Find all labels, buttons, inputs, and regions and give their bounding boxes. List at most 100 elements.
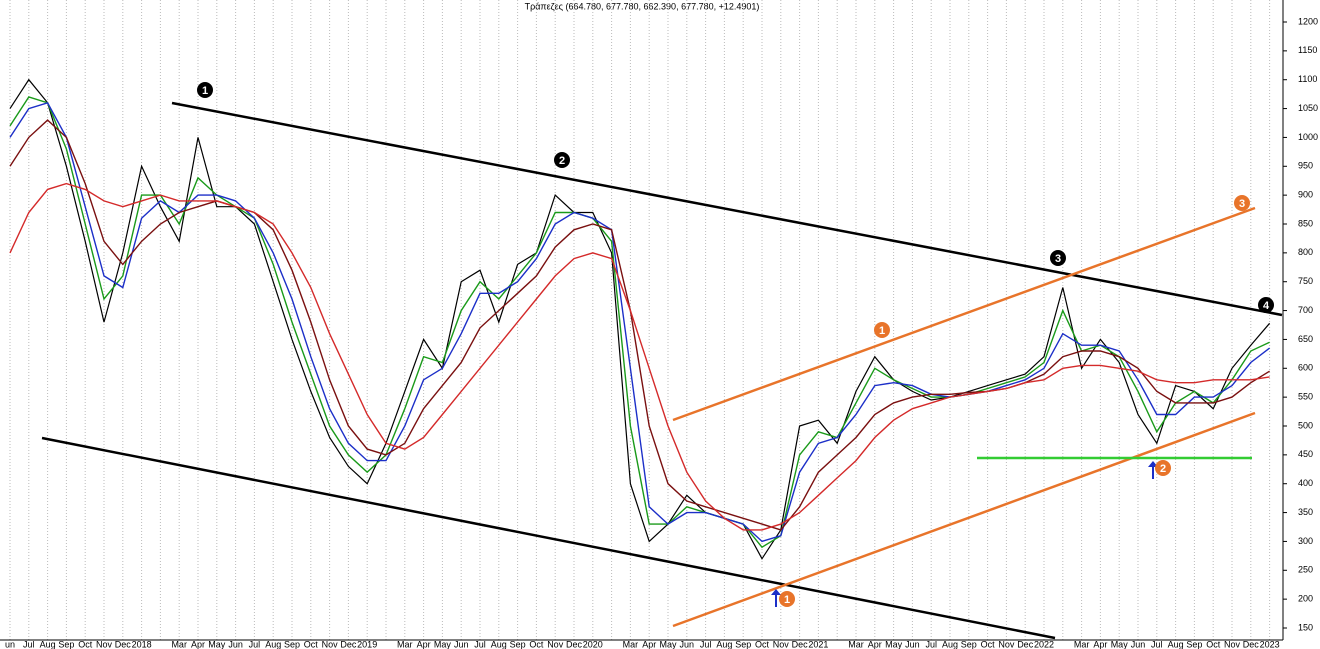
x-tick-label: Aug bbox=[1168, 639, 1184, 649]
x-tick-label: Apr bbox=[191, 639, 205, 649]
y-tick-label: 400 bbox=[1298, 478, 1313, 488]
trendline bbox=[41, 436, 1056, 640]
x-tick-label: Jun bbox=[905, 639, 920, 649]
x-tick-label: 2018 bbox=[132, 639, 152, 649]
annotation-marker bbox=[197, 82, 213, 98]
annotation-label: 3 bbox=[1055, 253, 1061, 265]
x-tick-label: Dec bbox=[1243, 639, 1260, 649]
x-tick-label: Sep bbox=[284, 639, 300, 649]
annotation-marker bbox=[1050, 250, 1066, 266]
x-tick-label: Aug bbox=[942, 639, 958, 649]
y-tick-label: 1000 bbox=[1298, 132, 1318, 142]
x-tick-label: Jul bbox=[700, 639, 712, 649]
chart-title: Τράπεζες (664.780, 677.780, 662.390, 677… bbox=[525, 1, 760, 11]
x-tick-label: May bbox=[885, 639, 903, 649]
y-tick-label: 1050 bbox=[1298, 103, 1318, 113]
x-tick-label: 2021 bbox=[808, 639, 828, 649]
x-tick-label: Jul bbox=[23, 639, 35, 649]
y-tick-label: 350 bbox=[1298, 507, 1313, 517]
x-tick-label: Dec bbox=[566, 639, 583, 649]
x-tick-label: Sep bbox=[58, 639, 74, 649]
x-tick-label: Aug bbox=[265, 639, 281, 649]
x-tick-label: Nov bbox=[96, 639, 113, 649]
x-tick-label: Nov bbox=[547, 639, 564, 649]
x-tick-label: May bbox=[208, 639, 226, 649]
x-tick-label: Jun bbox=[1131, 639, 1146, 649]
x-tick-label: Oct bbox=[529, 639, 544, 649]
series bbox=[9, 78, 1271, 560]
y-tick-label: 900 bbox=[1298, 190, 1313, 200]
y-tick-label: 1150 bbox=[1298, 45, 1317, 55]
annotation-marker bbox=[1234, 195, 1250, 211]
x-tick-label: Aug bbox=[716, 639, 732, 649]
x-tick-label: Oct bbox=[755, 639, 770, 649]
x-tick-label: Apr bbox=[1093, 639, 1107, 649]
annotation-label: 2 bbox=[559, 155, 565, 167]
y-tick-label: 700 bbox=[1298, 305, 1313, 315]
x-tick-label: Nov bbox=[1224, 639, 1241, 649]
annotations: 1 2 3 4 1 3 1 2 bbox=[197, 82, 1274, 607]
x-tick-label: Dec bbox=[115, 639, 132, 649]
y-tick-label: 600 bbox=[1298, 363, 1313, 373]
x-tick-label: 2022 bbox=[1034, 639, 1054, 649]
x-tick-label: Sep bbox=[735, 639, 751, 649]
y-tick-label: 200 bbox=[1298, 594, 1313, 604]
annotation-marker bbox=[1258, 297, 1274, 313]
annotation-label: 4 bbox=[1263, 300, 1270, 312]
annotation-marker bbox=[874, 322, 890, 338]
arrow bbox=[771, 589, 781, 607]
x-tick-label: Nov bbox=[322, 639, 339, 649]
x-tick-label: Mar bbox=[397, 639, 413, 649]
annotation-marker bbox=[779, 591, 795, 607]
x-tick-label: Jul bbox=[1151, 639, 1163, 649]
trendline bbox=[171, 101, 1283, 317]
annotation-label: 1 bbox=[784, 594, 790, 606]
x-tick-label: Apr bbox=[868, 639, 882, 649]
y-tick-label: 250 bbox=[1298, 565, 1313, 575]
x-tick-label: Jun bbox=[680, 639, 695, 649]
x-tick-label: Oct bbox=[981, 639, 996, 649]
x-tick-label: Dec bbox=[1017, 639, 1034, 649]
x-tick-label: Aug bbox=[491, 639, 507, 649]
y-tick-label: 800 bbox=[1298, 247, 1313, 257]
x-tick-label: Mar bbox=[848, 639, 864, 649]
y-tick-label: 950 bbox=[1298, 161, 1313, 171]
x-tick-label: 2020 bbox=[583, 639, 603, 649]
y-tick-label: 450 bbox=[1298, 449, 1313, 459]
x-tick-label: Oct bbox=[1206, 639, 1221, 649]
x-tick-label: Sep bbox=[1186, 639, 1202, 649]
series-line bbox=[9, 78, 1271, 560]
x-tick-label: Jun bbox=[454, 639, 469, 649]
trendline bbox=[672, 206, 1256, 422]
x-tick-label: Nov bbox=[773, 639, 790, 649]
x-tick-label: May bbox=[659, 639, 677, 649]
annotation-marker bbox=[554, 152, 570, 168]
x-tick-label: Dec bbox=[792, 639, 809, 649]
x-tick-label: Mar bbox=[171, 639, 187, 649]
series-line bbox=[9, 182, 1270, 531]
y-tick-label: 550 bbox=[1298, 392, 1313, 402]
annotation-marker bbox=[1155, 460, 1171, 476]
y-tick-label: 1200 bbox=[1298, 16, 1318, 26]
x-tick-label: Sep bbox=[510, 639, 526, 649]
x-tick-label: May bbox=[1111, 639, 1129, 649]
x-tick-label: Oct bbox=[304, 639, 319, 649]
y-tick-label: 750 bbox=[1298, 276, 1313, 286]
x-tick-label: Oct bbox=[78, 639, 93, 649]
x-tick-label: Mar bbox=[1074, 639, 1090, 649]
annotation-label: 1 bbox=[202, 85, 208, 97]
x-tick-label: Mar bbox=[623, 639, 639, 649]
x-tick-label: 2023 bbox=[1260, 639, 1280, 649]
x-tick-label: Dec bbox=[340, 639, 357, 649]
x-tick-label: May bbox=[434, 639, 452, 649]
x-tick-label: Jul bbox=[474, 639, 486, 649]
trendline bbox=[672, 411, 1256, 628]
series-line bbox=[9, 96, 1270, 549]
y-tick-label: 300 bbox=[1298, 536, 1313, 546]
y-tick-label: 850 bbox=[1298, 218, 1313, 228]
annotation-label: 3 bbox=[1239, 198, 1245, 210]
x-tick-label: Jun bbox=[228, 639, 243, 649]
y-tick-label: 1100 bbox=[1298, 74, 1317, 84]
x-tick-label: 2019 bbox=[357, 639, 377, 649]
